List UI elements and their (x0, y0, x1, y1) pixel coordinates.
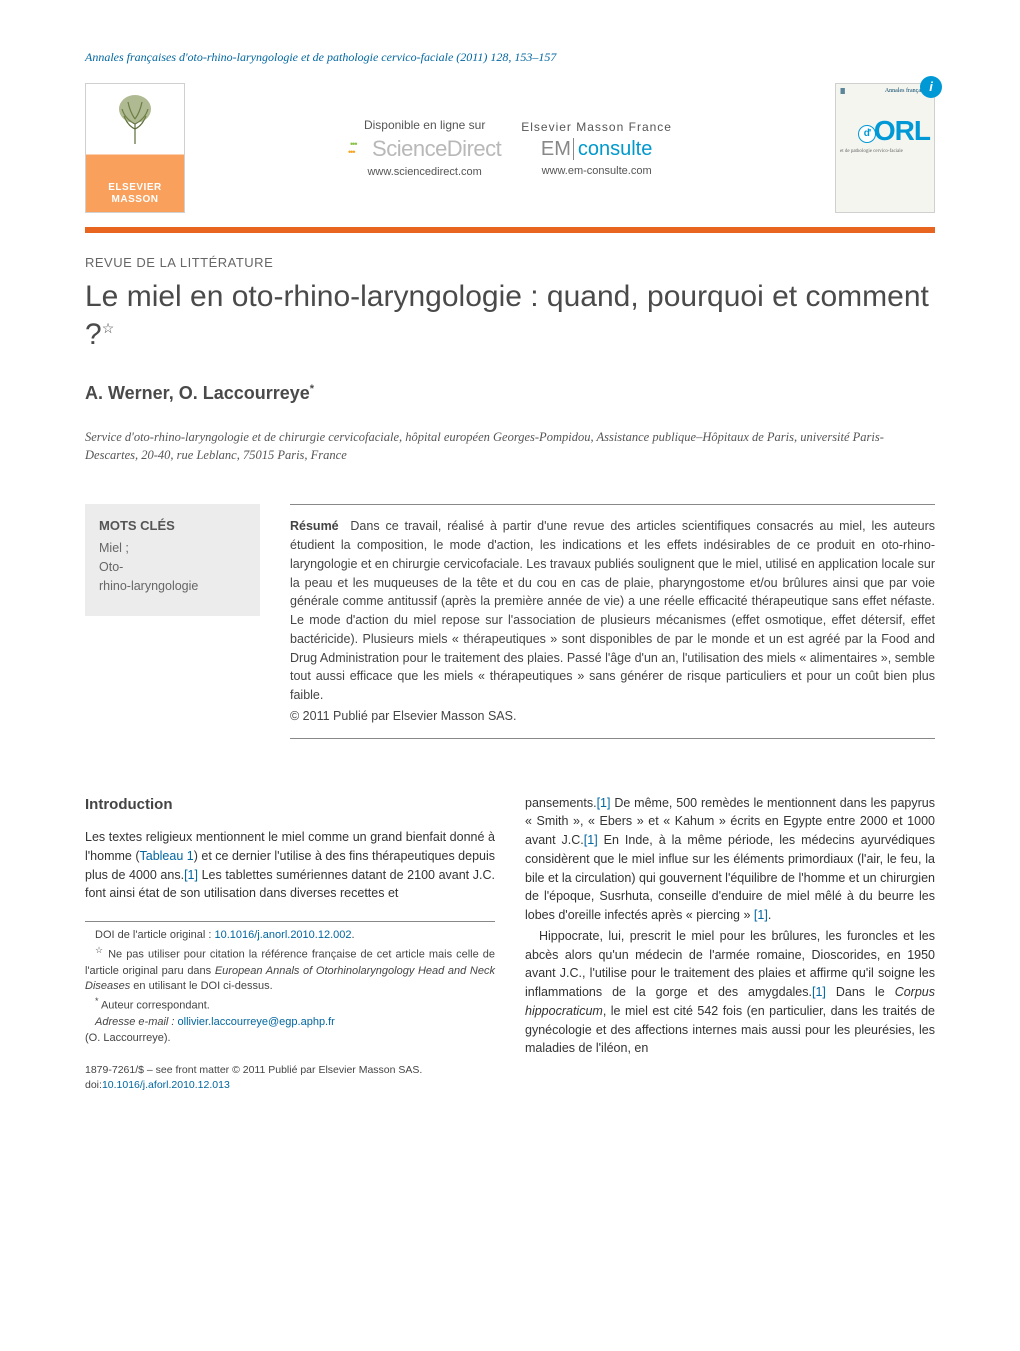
footnote-email: Adresse e-mail : ollivier.laccourreye@eg… (85, 1015, 495, 1031)
publisher-name-2: MASSON (108, 194, 161, 206)
sd-url[interactable]: www.sciencedirect.com (348, 166, 501, 178)
article-title: Le miel en oto-rhino-laryngologie : quan… (85, 278, 935, 353)
section-heading-introduction: Introduction (85, 794, 495, 817)
abstract-text: Dans ce travail, réalisé à partir d'une … (290, 519, 935, 702)
cover-orl-logo: ORL (840, 115, 930, 147)
table-1-link[interactable]: Tableau 1 (140, 849, 194, 863)
title-text: Le miel en oto-rhino-laryngologie : quan… (85, 280, 929, 351)
front-matter-line: 1879-7261/$ – see front matter © 2011 Pu… (85, 1063, 495, 1078)
header-center-block: Disponible en ligne sur ScienceDirect ww… (197, 83, 823, 213)
emconsulte-logo: EMconsulte (521, 138, 672, 161)
body-two-columns: Introduction Les textes religieux mentio… (85, 794, 935, 1093)
header-logos-row: ELSEVIER MASSON Disponible en ligne sur … (85, 83, 935, 213)
journal-reference: Annales françaises d'oto-rhino-laryngolo… (85, 50, 935, 65)
footnote-star: ☆ Ne pas utiliser pour citation la référ… (85, 944, 495, 995)
em-brand-top: Elsevier Masson France (521, 120, 672, 134)
cover-glyph: ䷀ (840, 88, 845, 95)
keywords-heading: MOTS CLÉS (99, 518, 246, 533)
abstract-label: Résumé (290, 519, 339, 533)
authors-text: A. Werner, O. Laccourreye (85, 383, 310, 403)
ref-1-link-c[interactable]: [1] (584, 833, 598, 847)
footnote-doi: DOI de l'article original : 10.1016/j.an… (85, 928, 495, 944)
info-badge-icon: i (920, 76, 942, 98)
star-label: ☆ (95, 945, 104, 955)
sd-available-text: Disponible en ligne sur (348, 118, 501, 132)
email-label: Adresse e-mail : (95, 1016, 178, 1028)
doi-suffix: . (352, 929, 355, 941)
corresponding-marker: * (310, 383, 314, 395)
intro-para-2: Hippocrate, lui, prescrit le miel pour l… (525, 927, 935, 1058)
footnotes-block: DOI de l'article original : 10.1016/j.an… (85, 921, 495, 1047)
body-column-left: Introduction Les textes religieux mentio… (85, 794, 495, 1093)
star-b: en utilisant le DOI ci-dessus. (130, 980, 272, 992)
accent-rule (85, 227, 935, 233)
publisher-elsevier-masson-logo: ELSEVIER MASSON (85, 83, 185, 213)
ref-1-link-d[interactable]: [1] (754, 908, 768, 922)
footnote-email-name: (O. Laccourreye). (85, 1031, 495, 1047)
body-column-right: pansements.[1] De même, 500 remèdes le m… (525, 794, 935, 1093)
article-type-label: REVUE DE LA LITTÉRATURE (85, 255, 935, 270)
em-url[interactable]: www.em-consulte.com (521, 165, 672, 177)
footer-meta: 1879-7261/$ – see front matter © 2011 Pu… (85, 1063, 495, 1092)
keywords-list: Miel ; Oto- rhino-laryngologie (99, 539, 246, 595)
intro-paragraph-1: Les textes religieux mentionnent le miel… (85, 828, 495, 903)
consulte-text: consulte (573, 138, 653, 160)
abstract-column: Résumé Dans ce travail, réalisé à partir… (290, 504, 935, 738)
p2-a: pansements. (525, 796, 597, 810)
sciencedirect-logo: ScienceDirect (348, 136, 501, 162)
keywords-box: MOTS CLÉS Miel ; Oto- rhino-laryngologie (85, 504, 260, 615)
ref-1-link-b[interactable]: [1] (597, 796, 611, 810)
sd-brand-text: ScienceDirect (372, 136, 501, 162)
article-doi-link[interactable]: 10.1016/j.aforl.2010.12.013 (102, 1079, 230, 1091)
abstract-copyright: © 2011 Publié par Elsevier Masson SAS. (290, 707, 935, 726)
intro-para-cont: pansements.[1] De même, 500 remèdes le m… (525, 794, 935, 925)
authors-line: A. Werner, O. Laccourreye* (85, 383, 935, 404)
email-link[interactable]: ollivier.laccourreye@egp.aphp.fr (178, 1016, 335, 1028)
cover-subline: et de pathologie cervico-faciale (840, 149, 930, 154)
ref-1-link[interactable]: [1] (184, 868, 198, 882)
corr-label-marker: * (95, 996, 99, 1006)
emconsulte-block: Elsevier Masson France EMconsulte www.em… (521, 120, 672, 177)
doi-original-link[interactable]: 10.1016/j.anorl.2010.12.002 (214, 929, 351, 941)
doi-label: DOI de l'article original : (95, 929, 214, 941)
sd-dots-icon (348, 139, 368, 159)
elsevier-tree-icon (110, 94, 160, 149)
sciencedirect-block: Disponible en ligne sur ScienceDirect ww… (348, 118, 501, 178)
doi-prefix: doi: (85, 1079, 102, 1091)
footnote-corresponding: * Auteur correspondant. (85, 995, 495, 1015)
ref-1-link-e[interactable]: [1] (812, 985, 826, 999)
p3-b: Dans le (826, 985, 895, 999)
corr-text: Auteur correspondant. (101, 1000, 210, 1012)
affiliation: Service d'oto-rhino-laryngologie et de c… (85, 428, 935, 464)
abstract-row: MOTS CLÉS Miel ; Oto- rhino-laryngologie… (85, 504, 935, 738)
journal-cover-thumbnail: i ䷀ Annales françaises ORL et de patholo… (835, 83, 935, 213)
em-text: EM (541, 138, 571, 160)
publisher-name-1: ELSEVIER (108, 182, 161, 194)
title-footnote-marker: ☆ (102, 320, 115, 336)
